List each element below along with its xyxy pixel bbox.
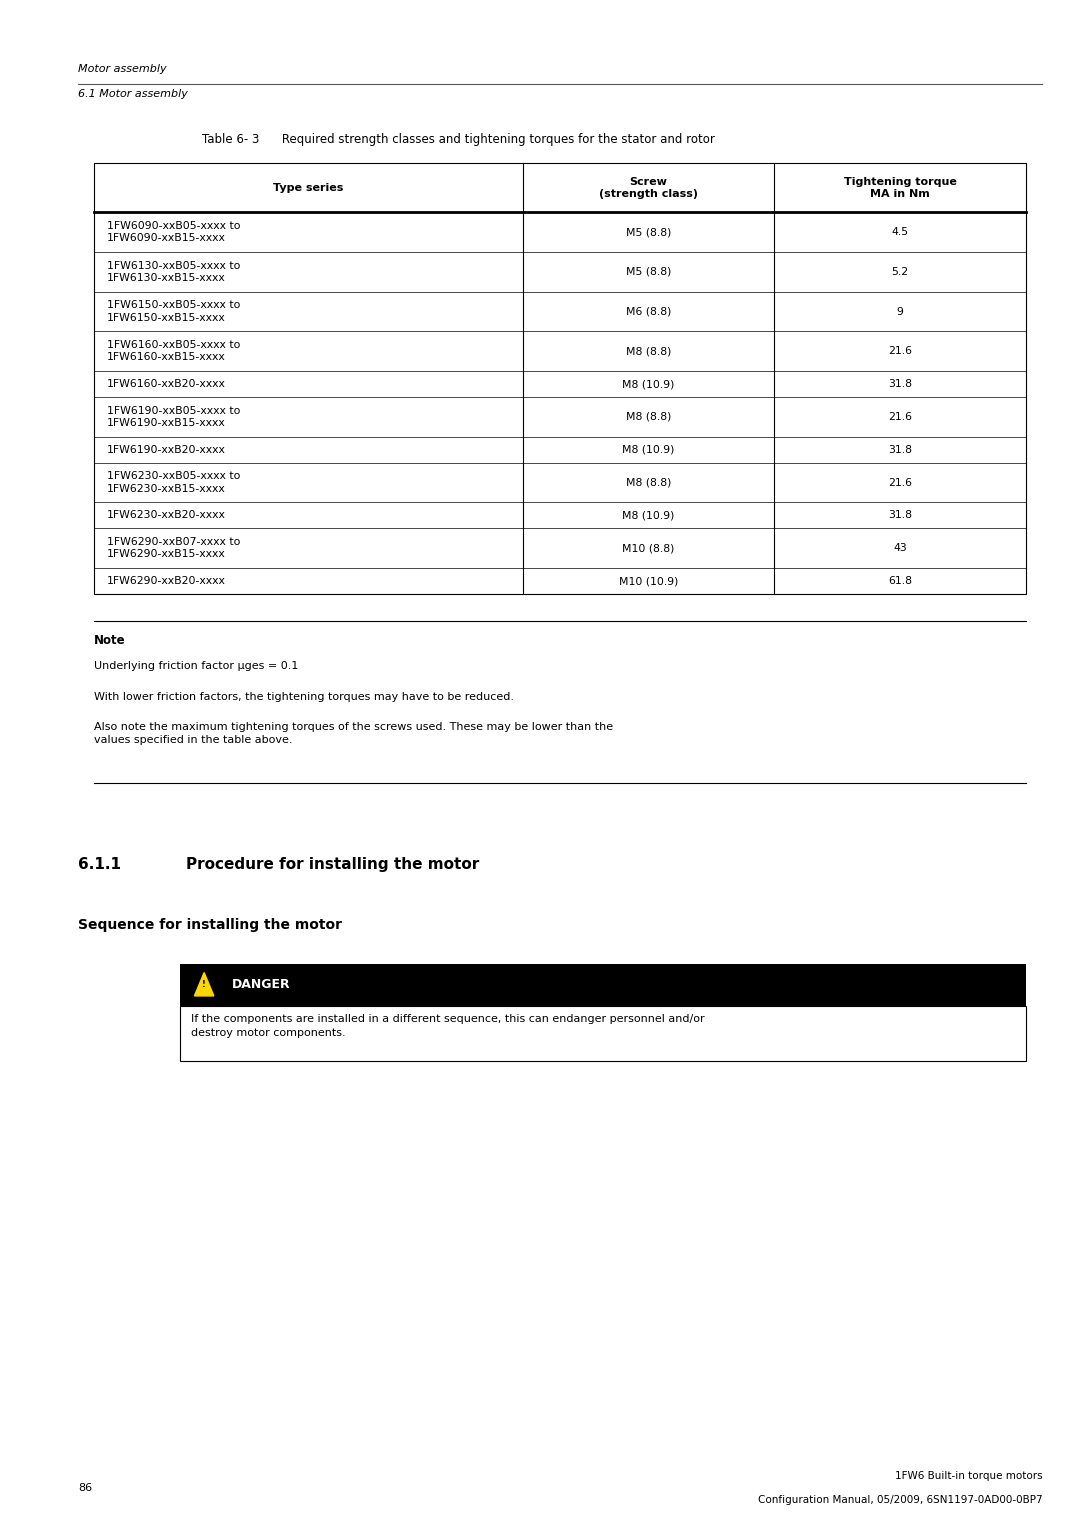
Text: M10 (10.9): M10 (10.9)	[619, 576, 678, 586]
Text: Type series: Type series	[273, 183, 343, 192]
Text: Motor assembly: Motor assembly	[78, 64, 166, 75]
Text: Screw
(strength class): Screw (strength class)	[599, 177, 698, 199]
Text: 86: 86	[78, 1483, 92, 1493]
Text: 5.2: 5.2	[892, 267, 908, 276]
Text: 21.6: 21.6	[888, 412, 913, 421]
Text: Configuration Manual, 05/2009, 6SN1197-0AD00-0BP7: Configuration Manual, 05/2009, 6SN1197-0…	[757, 1495, 1042, 1506]
Text: M8 (10.9): M8 (10.9)	[622, 444, 675, 455]
Text: 1FW6290-xxB07-xxxx to
1FW6290-xxB15-xxxx: 1FW6290-xxB07-xxxx to 1FW6290-xxB15-xxxx	[107, 538, 240, 559]
Bar	[94, 163, 1026, 594]
Text: Procedure for installing the motor: Procedure for installing the motor	[186, 857, 480, 872]
Text: 1FW6230-xxB20-xxxx: 1FW6230-xxB20-xxxx	[107, 510, 226, 521]
Text: With lower friction factors, the tightening torques may have to be reduced.: With lower friction factors, the tighten…	[94, 692, 514, 702]
Text: 9: 9	[896, 307, 904, 316]
Text: 1FW6190-xxB20-xxxx: 1FW6190-xxB20-xxxx	[107, 444, 226, 455]
Text: 1FW6230-xxB05-xxxx to
1FW6230-xxB15-xxxx: 1FW6230-xxB05-xxxx to 1FW6230-xxB15-xxxx	[107, 472, 240, 493]
Text: 1FW6290-xxB20-xxxx: 1FW6290-xxB20-xxxx	[107, 576, 226, 586]
Polygon shape	[194, 973, 214, 996]
Text: 1FW6190-xxB05-xxxx to
1FW6190-xxB15-xxxx: 1FW6190-xxB05-xxxx to 1FW6190-xxB15-xxxx	[107, 406, 240, 428]
Text: 31.8: 31.8	[888, 379, 913, 389]
Text: 6.1.1: 6.1.1	[78, 857, 121, 872]
Text: 1FW6090-xxB05-xxxx to
1FW6090-xxB15-xxxx: 1FW6090-xxB05-xxxx to 1FW6090-xxB15-xxxx	[107, 221, 241, 243]
Text: 1FW6130-xxB05-xxxx to
1FW6130-xxB15-xxxx: 1FW6130-xxB05-xxxx to 1FW6130-xxB15-xxxx	[107, 261, 240, 282]
Text: M8 (8.8): M8 (8.8)	[625, 412, 671, 421]
Text: If the components are installed in a different sequence, this can endanger perso: If the components are installed in a dif…	[191, 1014, 705, 1038]
Bar	[180, 1006, 1026, 1061]
Text: 1FW6 Built-in torque motors: 1FW6 Built-in torque motors	[894, 1471, 1042, 1481]
Text: 1FW6160-xxB05-xxxx to
1FW6160-xxB15-xxxx: 1FW6160-xxB05-xxxx to 1FW6160-xxB15-xxxx	[107, 341, 240, 362]
Text: !: !	[202, 980, 206, 988]
Text: 43: 43	[893, 544, 907, 553]
Text: M8 (8.8): M8 (8.8)	[625, 347, 671, 356]
Text: 31.8: 31.8	[888, 510, 913, 521]
Text: 21.6: 21.6	[888, 478, 913, 487]
Text: M8 (10.9): M8 (10.9)	[622, 510, 675, 521]
Text: Tightening torque
MA in Nm: Tightening torque MA in Nm	[843, 177, 957, 199]
Text: M5 (8.8): M5 (8.8)	[625, 228, 671, 237]
Text: M5 (8.8): M5 (8.8)	[625, 267, 671, 276]
Text: 21.6: 21.6	[888, 347, 913, 356]
Text: 31.8: 31.8	[888, 444, 913, 455]
Text: M6 (8.8): M6 (8.8)	[625, 307, 671, 316]
Text: 1FW6150-xxB05-xxxx to
1FW6150-xxB15-xxxx: 1FW6150-xxB05-xxxx to 1FW6150-xxB15-xxxx	[107, 301, 240, 322]
Text: M10 (8.8): M10 (8.8)	[622, 544, 675, 553]
Text: 61.8: 61.8	[888, 576, 913, 586]
Text: Also note the maximum tightening torques of the screws used. These may be lower : Also note the maximum tightening torques…	[94, 722, 613, 745]
Text: Note: Note	[94, 634, 125, 647]
Text: Underlying friction factor μges = 0.1: Underlying friction factor μges = 0.1	[94, 661, 298, 672]
Text: 1FW6160-xxB20-xxxx: 1FW6160-xxB20-xxxx	[107, 379, 226, 389]
Text: M8 (8.8): M8 (8.8)	[625, 478, 671, 487]
Bar	[180, 964, 1026, 1006]
Text: 6.1 Motor assembly: 6.1 Motor assembly	[78, 89, 188, 99]
Text: 4.5: 4.5	[892, 228, 908, 237]
Text: M8 (10.9): M8 (10.9)	[622, 379, 675, 389]
Text: Sequence for installing the motor: Sequence for installing the motor	[78, 918, 341, 931]
Text: Table 6- 3      Required strength classes and tightening torques for the stator : Table 6- 3 Required strength classes and…	[202, 133, 715, 147]
Text: DANGER: DANGER	[232, 979, 291, 991]
